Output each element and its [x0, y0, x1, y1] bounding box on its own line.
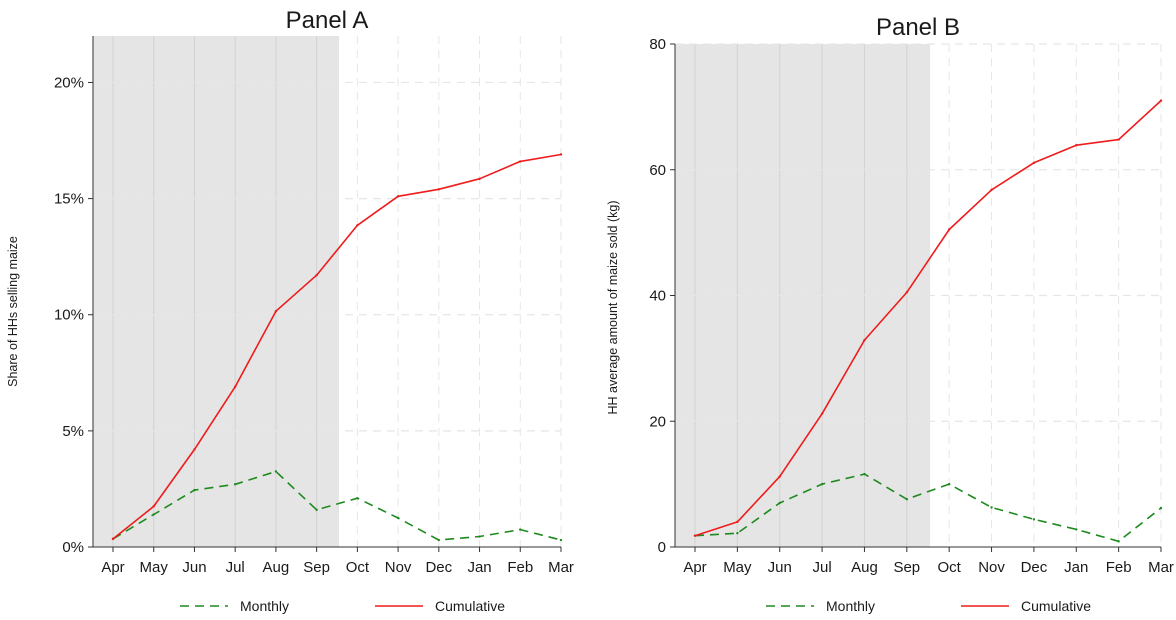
y-tick-label: 40 [649, 288, 666, 305]
data-point-monthly [820, 482, 824, 486]
data-point-cumulative [736, 520, 739, 524]
data-point-monthly [1117, 540, 1120, 543]
data-point-monthly [519, 528, 522, 531]
data-point-monthly [559, 538, 563, 542]
legend-label: Cumulative [435, 598, 505, 614]
data-point-monthly [990, 506, 993, 509]
data-point-cumulative [193, 448, 196, 451]
x-tick-label: Jan [1064, 559, 1088, 576]
data-point-cumulative [315, 274, 318, 277]
data-point-cumulative [863, 338, 866, 342]
panel-a: 0% 5% 10% 15% 20% Apr May Jun Jul Aug Sep Oct Nov Dec… [6, 7, 574, 614]
y-tick-label: 60 [649, 162, 666, 179]
x-tick-label: Feb [1106, 559, 1132, 576]
x-tick-label: Sep [303, 559, 330, 576]
x-tick-label: Mar [1148, 559, 1174, 576]
data-point-monthly [778, 501, 781, 505]
data-point-monthly [736, 531, 739, 535]
data-point-cumulative [693, 534, 697, 537]
series-line-monthly [112, 470, 562, 541]
panel-title: Panel A [286, 7, 369, 34]
y-axis-title: Share of HHs selling maize [6, 236, 20, 387]
x-tick-label: Jul [226, 559, 245, 576]
data-point-cumulative [820, 412, 824, 415]
data-point-cumulative [1032, 161, 1036, 165]
x-tick-label: Dec [1021, 559, 1048, 576]
panel-b: 0 20 40 60 80 Apr May Jun Jul Aug Sep Oct Nov Dec Jan F… [606, 14, 1174, 614]
x-tick-label: Aug [263, 559, 290, 576]
data-point-monthly [478, 535, 481, 538]
x-tick-label: Apr [101, 559, 124, 576]
data-point-cumulative [233, 385, 237, 388]
x-tick-label: Oct [346, 559, 370, 576]
y-tick-label: 0% [62, 539, 84, 556]
data-point-cumulative [152, 505, 155, 508]
x-tick-label: Oct [938, 559, 962, 576]
y-tick-label: 0 [658, 539, 666, 556]
x-tick-label: May [140, 559, 169, 576]
y-tick-label: 20 [649, 413, 666, 430]
data-point-cumulative [778, 475, 781, 478]
y-tick-label: 5% [62, 423, 84, 440]
data-point-monthly [233, 483, 237, 486]
x-tick-label: Mar [548, 559, 574, 576]
series-line-cumulative [694, 100, 1162, 537]
panel-title: Panel B [876, 14, 960, 41]
data-point-cumulative [437, 188, 441, 191]
x-tick-label: Jun [768, 559, 792, 576]
data-point-cumulative [905, 291, 909, 294]
data-point-monthly [1159, 506, 1163, 510]
data-point-cumulative [519, 160, 522, 163]
x-tick-label: Nov [385, 559, 412, 576]
data-point-cumulative [559, 153, 563, 156]
x-tick-label: Sep [893, 559, 920, 576]
data-point-cumulative [396, 195, 400, 198]
data-point-monthly [356, 497, 359, 500]
data-point-monthly [274, 470, 278, 473]
shaded-region [93, 36, 340, 547]
data-point-cumulative [990, 188, 993, 192]
y-tick-label: 80 [649, 36, 666, 53]
x-tick-label: Dec [425, 559, 452, 576]
data-point-monthly [1032, 518, 1036, 521]
data-point-monthly [396, 516, 400, 520]
y-tick-label: 20% [54, 74, 84, 91]
x-tick-label: May [723, 559, 752, 576]
y-axis-title: HH average amount of maize sold (kg) [606, 201, 620, 415]
y-tick-label: 10% [54, 307, 84, 324]
data-point-monthly [905, 498, 909, 501]
x-tick-label: Feb [507, 559, 533, 576]
data-point-cumulative [1159, 99, 1163, 102]
x-tick-label: Aug [851, 559, 878, 576]
legend-label: Monthly [240, 598, 289, 614]
data-point-cumulative [356, 224, 359, 227]
data-point-cumulative [947, 228, 951, 231]
data-point-cumulative [1075, 144, 1078, 147]
x-tick-label: Jan [467, 559, 491, 576]
data-point-cumulative [274, 310, 278, 313]
x-tick-label: Nov [978, 559, 1005, 576]
data-point-monthly [315, 508, 318, 512]
series-line-monthly [694, 473, 1162, 543]
legend-label: Cumulative [1021, 598, 1091, 614]
y-tick-label: 15% [54, 191, 84, 208]
data-point-cumulative [478, 177, 481, 181]
data-point-monthly [437, 538, 441, 542]
data-point-monthly [947, 482, 951, 486]
x-tick-label: Apr [683, 559, 706, 576]
x-tick-label: Jun [182, 559, 206, 576]
data-point-monthly [152, 513, 155, 516]
data-point-cumulative [1117, 138, 1120, 141]
x-tick-label: Jul [812, 559, 831, 576]
data-point-monthly [1075, 528, 1078, 531]
data-point-monthly [863, 472, 866, 476]
data-point-monthly [193, 488, 196, 492]
data-point-cumulative [111, 537, 115, 541]
series-line-cumulative [112, 153, 562, 540]
legend-label: Monthly [826, 598, 875, 614]
